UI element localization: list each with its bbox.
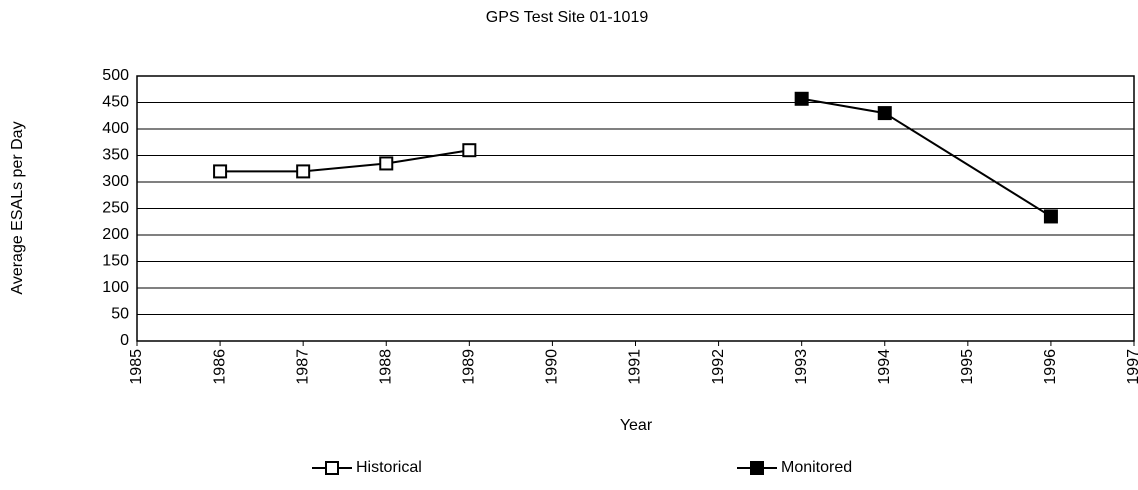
x-tick-label: 1995: [959, 349, 976, 385]
x-tick-label: 1986: [211, 349, 228, 385]
y-tick-label: 300: [102, 173, 129, 190]
chart-title: GPS Test Site 01-1019: [486, 9, 649, 26]
y-tick-label: 500: [102, 67, 129, 84]
x-tick-label: 1997: [1125, 349, 1138, 385]
y-tick-label: 250: [102, 200, 129, 217]
x-tick-label: 1985: [128, 349, 145, 385]
series-line: [220, 149, 470, 173]
y-tick-label: 200: [102, 226, 129, 243]
x-tick-label: 1992: [710, 349, 727, 385]
legend-marker: [750, 461, 764, 475]
y-tick-label: 150: [102, 253, 129, 270]
x-tick-label: 1993: [793, 349, 810, 385]
legend-label: Monitored: [781, 459, 852, 476]
y-tick-label: 400: [102, 120, 129, 137]
data-point: [213, 164, 228, 179]
x-tick-label: 1996: [1042, 349, 1059, 385]
x-tick-label: 1987: [294, 349, 311, 385]
x-tick-label: 1994: [876, 349, 893, 385]
legend-label: Historical: [356, 459, 422, 476]
legend-marker: [325, 461, 339, 475]
data-point: [462, 143, 477, 158]
y-tick-label: 350: [102, 147, 129, 164]
data-point: [1043, 209, 1058, 224]
y-axis-label: Average ESALs per Day: [9, 121, 26, 294]
y-tick-label: 50: [111, 306, 129, 323]
x-tick-label: 1989: [461, 349, 478, 385]
x-tick-label: 1990: [544, 349, 561, 385]
data-point: [296, 164, 311, 179]
y-tick-label: 100: [102, 279, 129, 296]
y-tick-label: 450: [102, 94, 129, 111]
y-tick-label: 0: [120, 332, 129, 349]
data-point: [379, 156, 394, 171]
data-point: [877, 106, 892, 121]
x-tick-label: 1988: [377, 349, 394, 385]
data-point: [794, 91, 809, 106]
x-axis-label: Year: [620, 417, 653, 434]
x-tick-label: 1991: [627, 349, 644, 385]
